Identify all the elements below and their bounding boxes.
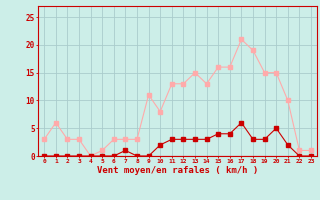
X-axis label: Vent moyen/en rafales ( km/h ): Vent moyen/en rafales ( km/h ) — [97, 166, 258, 175]
